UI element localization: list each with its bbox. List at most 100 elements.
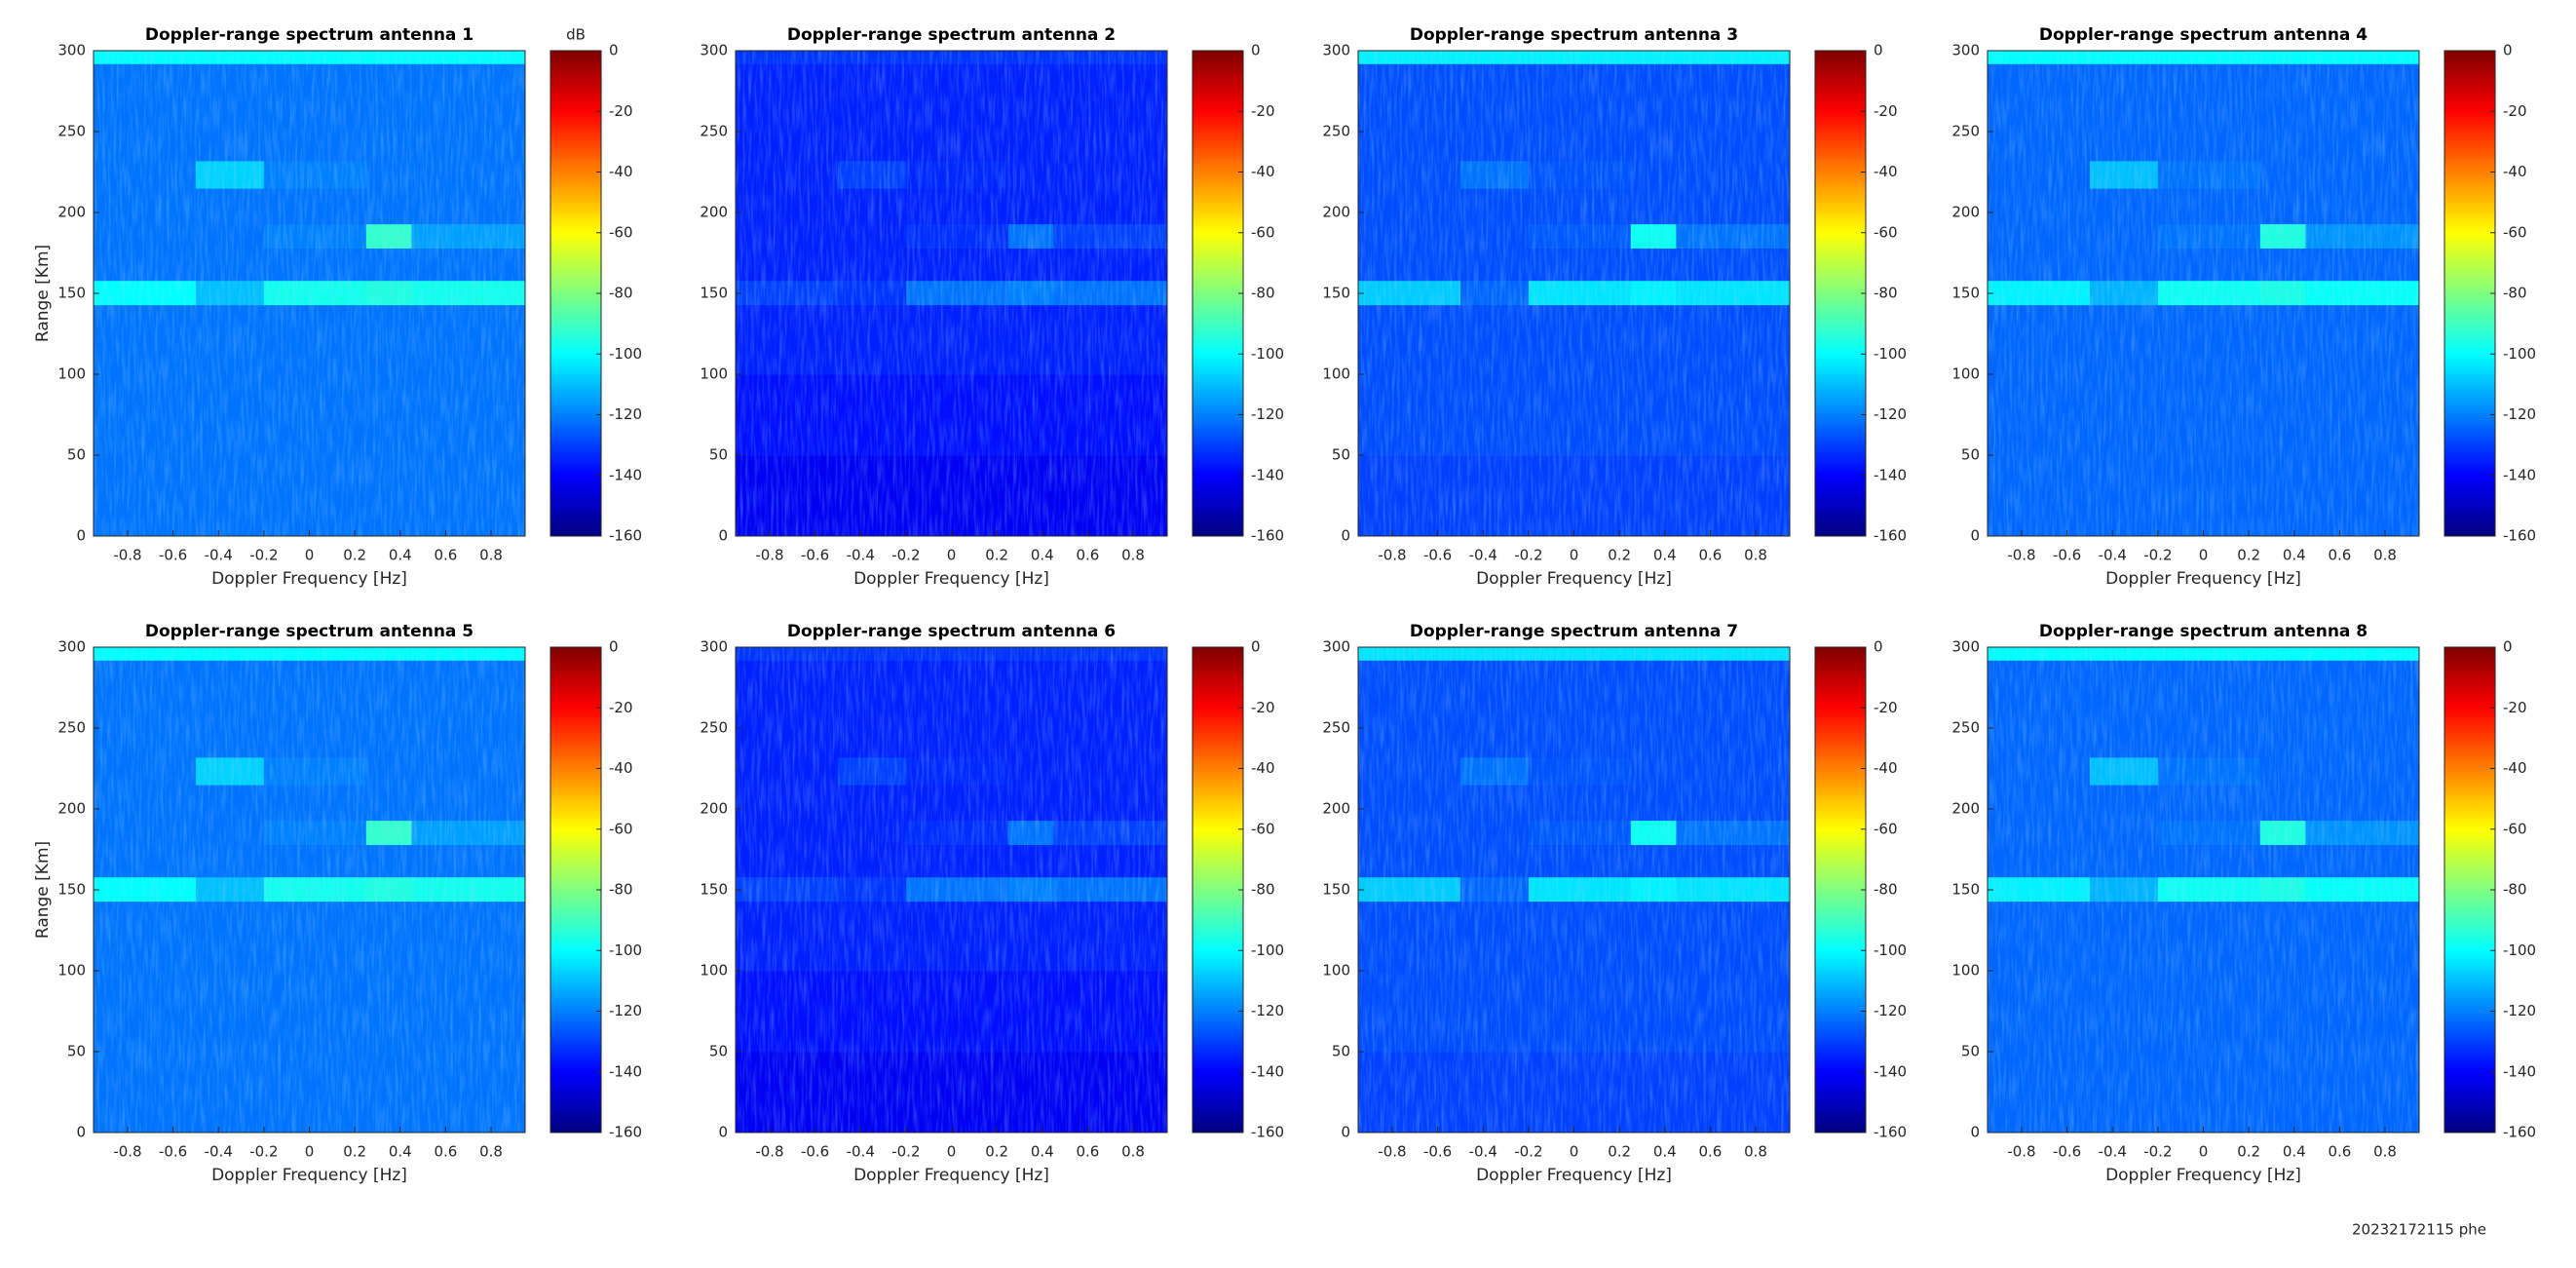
y-tick-label: 50	[709, 446, 728, 464]
colorbar-tick-label: 0	[1251, 638, 1261, 656]
x-tick-label: 0.6	[1698, 1143, 1722, 1161]
colorbar-tick-label: 0	[609, 42, 619, 59]
colorbar-tick-label: -160	[2503, 527, 2536, 545]
colorbar-tick-label: -60	[1251, 820, 1275, 837]
colorbar-tick-label: -60	[1874, 820, 1898, 837]
x-tick-label: -0.2	[891, 547, 920, 564]
chart-title: Doppler-range spectrum antenna 3	[1410, 25, 1738, 45]
colorbar-tick-label: -160	[1874, 527, 1907, 545]
colorbar-tick-label: -120	[2503, 1002, 2536, 1019]
panel: -0.8 -0.6 -0.4 -0.2 0 0.2 0.4 0.6 0.8 0 50 100 150 20…	[1951, 622, 2536, 1185]
colorbar-tick-label: 0	[1251, 42, 1261, 59]
colorbar-tick-label: -80	[609, 285, 633, 302]
x-tick-label: 0	[305, 547, 315, 564]
x-tick-label: -0.8	[1378, 1143, 1406, 1161]
colorbar-tick-label: -140	[1251, 1062, 1284, 1080]
x-tick-label: 0.8	[2373, 1143, 2397, 1161]
colorbar-tick-label: -40	[2503, 163, 2527, 180]
y-tick-label: 300	[57, 638, 86, 656]
y-tick-label: 200	[700, 204, 728, 221]
y-tick-label: 100	[1951, 962, 1980, 980]
colorbar-tick-label: -120	[1874, 405, 1907, 423]
y-tick-label: 50	[1332, 1043, 1350, 1060]
x-tick-label: -0.2	[1514, 547, 1542, 564]
colorbar-label: dB	[566, 26, 586, 44]
y-tick-label: 300	[1951, 638, 1980, 656]
x-tick-label: -0.4	[1469, 1143, 1497, 1161]
colorbar-tick-label: -100	[2503, 941, 2536, 959]
colorbar-tick-label: -60	[609, 820, 633, 837]
noise-texture	[94, 647, 525, 1133]
colorbar-tick-label: -40	[609, 163, 633, 180]
panel: -0.8 -0.6 -0.4 -0.2 0 0.2 0.4 0.6 0.8 0 50 100 150 20…	[1322, 622, 1907, 1185]
y-tick-label: 50	[1332, 446, 1350, 464]
x-tick-label: 0.6	[2328, 547, 2351, 564]
y-tick-label: 0	[1970, 527, 1980, 545]
x-tick-label: 0.8	[2373, 547, 2397, 564]
panel: -0.8 -0.6 -0.4 -0.2 0 0.2 0.4 0.6 0.8 0 50 100 150 20…	[33, 25, 642, 589]
y-tick-label: 0	[1970, 1124, 1980, 1141]
y-tick-label: 250	[57, 719, 86, 737]
y-tick-label: 0	[718, 527, 728, 545]
x-tick-label: -0.6	[159, 1143, 187, 1161]
colorbar-tick-label: -20	[2503, 699, 2527, 716]
x-tick-label: 0.2	[985, 547, 1008, 564]
colorbar-tick-label: -100	[2503, 345, 2536, 363]
x-tick-label: -0.8	[755, 1143, 783, 1161]
x-axis-label: Doppler Frequency [Hz]	[1476, 1166, 1672, 1185]
x-tick-label: 0.8	[479, 1143, 503, 1161]
panel: -0.8 -0.6 -0.4 -0.2 0 0.2 0.4 0.6 0.8 0 50 100 150 20…	[700, 25, 1284, 589]
y-tick-label: 100	[1951, 365, 1980, 383]
y-tick-label: 300	[1951, 42, 1980, 59]
x-axis-label: Doppler Frequency [Hz]	[2105, 1166, 2301, 1185]
y-tick-label: 250	[700, 123, 728, 140]
y-tick-label: 0	[1341, 527, 1350, 545]
colorbar-tick-label: -80	[1251, 881, 1275, 899]
colorbar-tick-label: -40	[609, 759, 633, 777]
colorbar-tick-label: -80	[1251, 285, 1275, 302]
x-tick-label: 0.2	[1608, 1143, 1631, 1161]
x-tick-label: -0.2	[1514, 1143, 1542, 1161]
colorbar-tick-label: -140	[1251, 466, 1284, 483]
colorbar-tick-label: -20	[609, 699, 633, 716]
colorbar-tick-label: -80	[2503, 285, 2527, 302]
x-tick-label: -0.6	[2053, 547, 2081, 564]
y-tick-label: 300	[700, 42, 728, 59]
y-tick-label: 0	[76, 1124, 86, 1141]
chart-title: Doppler-range spectrum antenna 4	[2039, 25, 2368, 45]
x-tick-label: 0	[305, 1143, 315, 1161]
colorbar	[2443, 646, 2496, 1134]
x-tick-label: -0.8	[113, 1143, 141, 1161]
y-tick-label: 150	[57, 285, 86, 302]
y-tick-label: 50	[1961, 1043, 1980, 1060]
x-tick-label: 0	[1570, 1143, 1579, 1161]
y-tick-label: 150	[1322, 285, 1350, 302]
x-tick-label: 0.4	[2283, 547, 2306, 564]
colorbar-tick-label: -80	[2503, 881, 2527, 899]
colorbar-tick-label: 0	[2503, 42, 2513, 59]
y-tick-label: 250	[1322, 719, 1350, 737]
noise-texture	[1358, 51, 1790, 536]
colorbar-tick-label: -120	[1251, 405, 1284, 423]
noise-texture	[736, 647, 1167, 1133]
colorbar-tick-label: -140	[609, 466, 642, 483]
colorbar	[1814, 646, 1867, 1134]
x-tick-label: -0.6	[159, 547, 187, 564]
chart-title: Doppler-range spectrum antenna 7	[1410, 622, 1738, 641]
y-tick-label: 50	[1961, 446, 1980, 464]
colorbar-tick-label: -40	[1874, 759, 1898, 777]
colorbar-tick-label: -60	[1251, 223, 1275, 241]
x-tick-label: 0.6	[2328, 1143, 2351, 1161]
y-tick-label: 100	[57, 365, 86, 383]
x-tick-label: -0.4	[2099, 547, 2127, 564]
x-tick-label: -0.8	[755, 547, 783, 564]
y-tick-label: 200	[57, 204, 86, 221]
x-tick-label: -0.8	[2007, 1143, 2035, 1161]
x-tick-label: 0.2	[1608, 547, 1631, 564]
x-tick-label: -0.8	[113, 547, 141, 564]
x-tick-label: -0.6	[1423, 547, 1452, 564]
panel: -0.8 -0.6 -0.4 -0.2 0 0.2 0.4 0.6 0.8 0 50 100 150 20…	[33, 622, 642, 1185]
colorbar-tick-label: -20	[1874, 102, 1898, 120]
x-tick-label: -0.4	[2099, 1143, 2127, 1161]
y-tick-label: 300	[1322, 42, 1350, 59]
